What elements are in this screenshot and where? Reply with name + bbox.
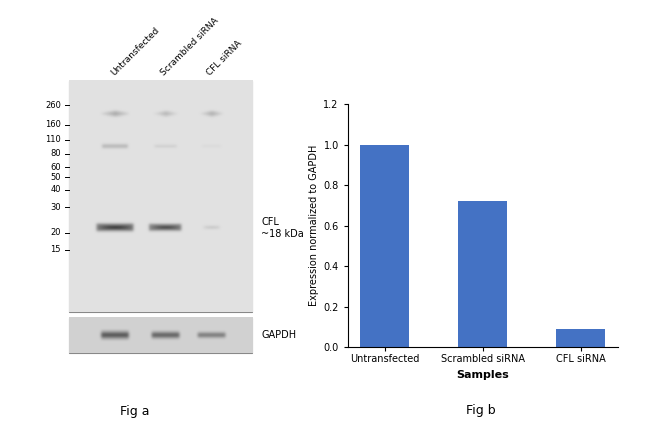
Text: Fig b: Fig b <box>466 404 496 417</box>
Text: Scrambled siRNA: Scrambled siRNA <box>159 16 220 77</box>
X-axis label: Samples: Samples <box>456 370 509 380</box>
Text: 15: 15 <box>50 245 61 254</box>
Text: 50: 50 <box>50 173 61 182</box>
Text: CFL siRNA: CFL siRNA <box>205 39 244 77</box>
Text: 60: 60 <box>50 163 61 171</box>
Bar <box>70 81 252 312</box>
Text: 40: 40 <box>50 185 61 194</box>
Text: 20: 20 <box>50 228 61 237</box>
Text: GAPDH: GAPDH <box>261 330 296 340</box>
Text: 80: 80 <box>50 149 61 158</box>
Y-axis label: Expression normalized to GAPDH: Expression normalized to GAPDH <box>309 145 319 306</box>
Text: Fig a: Fig a <box>120 405 150 418</box>
Bar <box>70 318 252 353</box>
Text: 260: 260 <box>45 101 61 110</box>
Bar <box>458 201 507 347</box>
Text: 30: 30 <box>50 203 61 211</box>
Bar <box>556 329 605 347</box>
Text: Untransfected: Untransfected <box>109 26 161 77</box>
Text: CFL
~18 kDa: CFL ~18 kDa <box>261 217 304 239</box>
Text: 160: 160 <box>45 121 61 129</box>
Bar <box>360 145 409 347</box>
Text: 110: 110 <box>45 135 61 145</box>
